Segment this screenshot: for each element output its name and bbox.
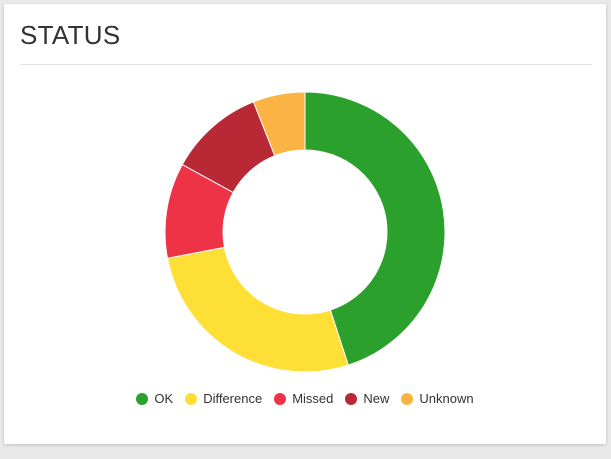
legend-item-new[interactable]: New bbox=[345, 391, 389, 406]
legend-marker bbox=[401, 392, 414, 405]
status-donut-chart bbox=[164, 91, 446, 373]
legend-item-unknown[interactable]: Unknown bbox=[401, 391, 474, 406]
legend-item-ok[interactable]: OK bbox=[136, 391, 173, 406]
legend-marker bbox=[136, 392, 149, 405]
donut-slice-ok[interactable] bbox=[304, 91, 446, 366]
legend-marker bbox=[185, 392, 198, 405]
legend-item-missed[interactable]: Missed bbox=[274, 391, 333, 406]
title-divider bbox=[20, 64, 592, 65]
status-card: STATUS OK Difference Missed New Unknown bbox=[4, 4, 606, 444]
legend-marker bbox=[274, 392, 287, 405]
donut-slice-difference[interactable] bbox=[166, 246, 349, 373]
card-title: STATUS bbox=[20, 20, 121, 50]
legend-label: Missed bbox=[292, 391, 334, 406]
legend-label: OK bbox=[154, 391, 174, 406]
legend-label: New bbox=[363, 391, 390, 406]
legend-label: Unknown bbox=[419, 391, 474, 406]
legend-marker bbox=[345, 392, 358, 405]
legend-label: Difference bbox=[203, 391, 263, 406]
legend-item-difference[interactable]: Difference bbox=[185, 391, 262, 406]
donut-slice-unknown[interactable] bbox=[252, 91, 306, 157]
chart-legend: OK Difference Missed New Unknown bbox=[4, 391, 606, 406]
